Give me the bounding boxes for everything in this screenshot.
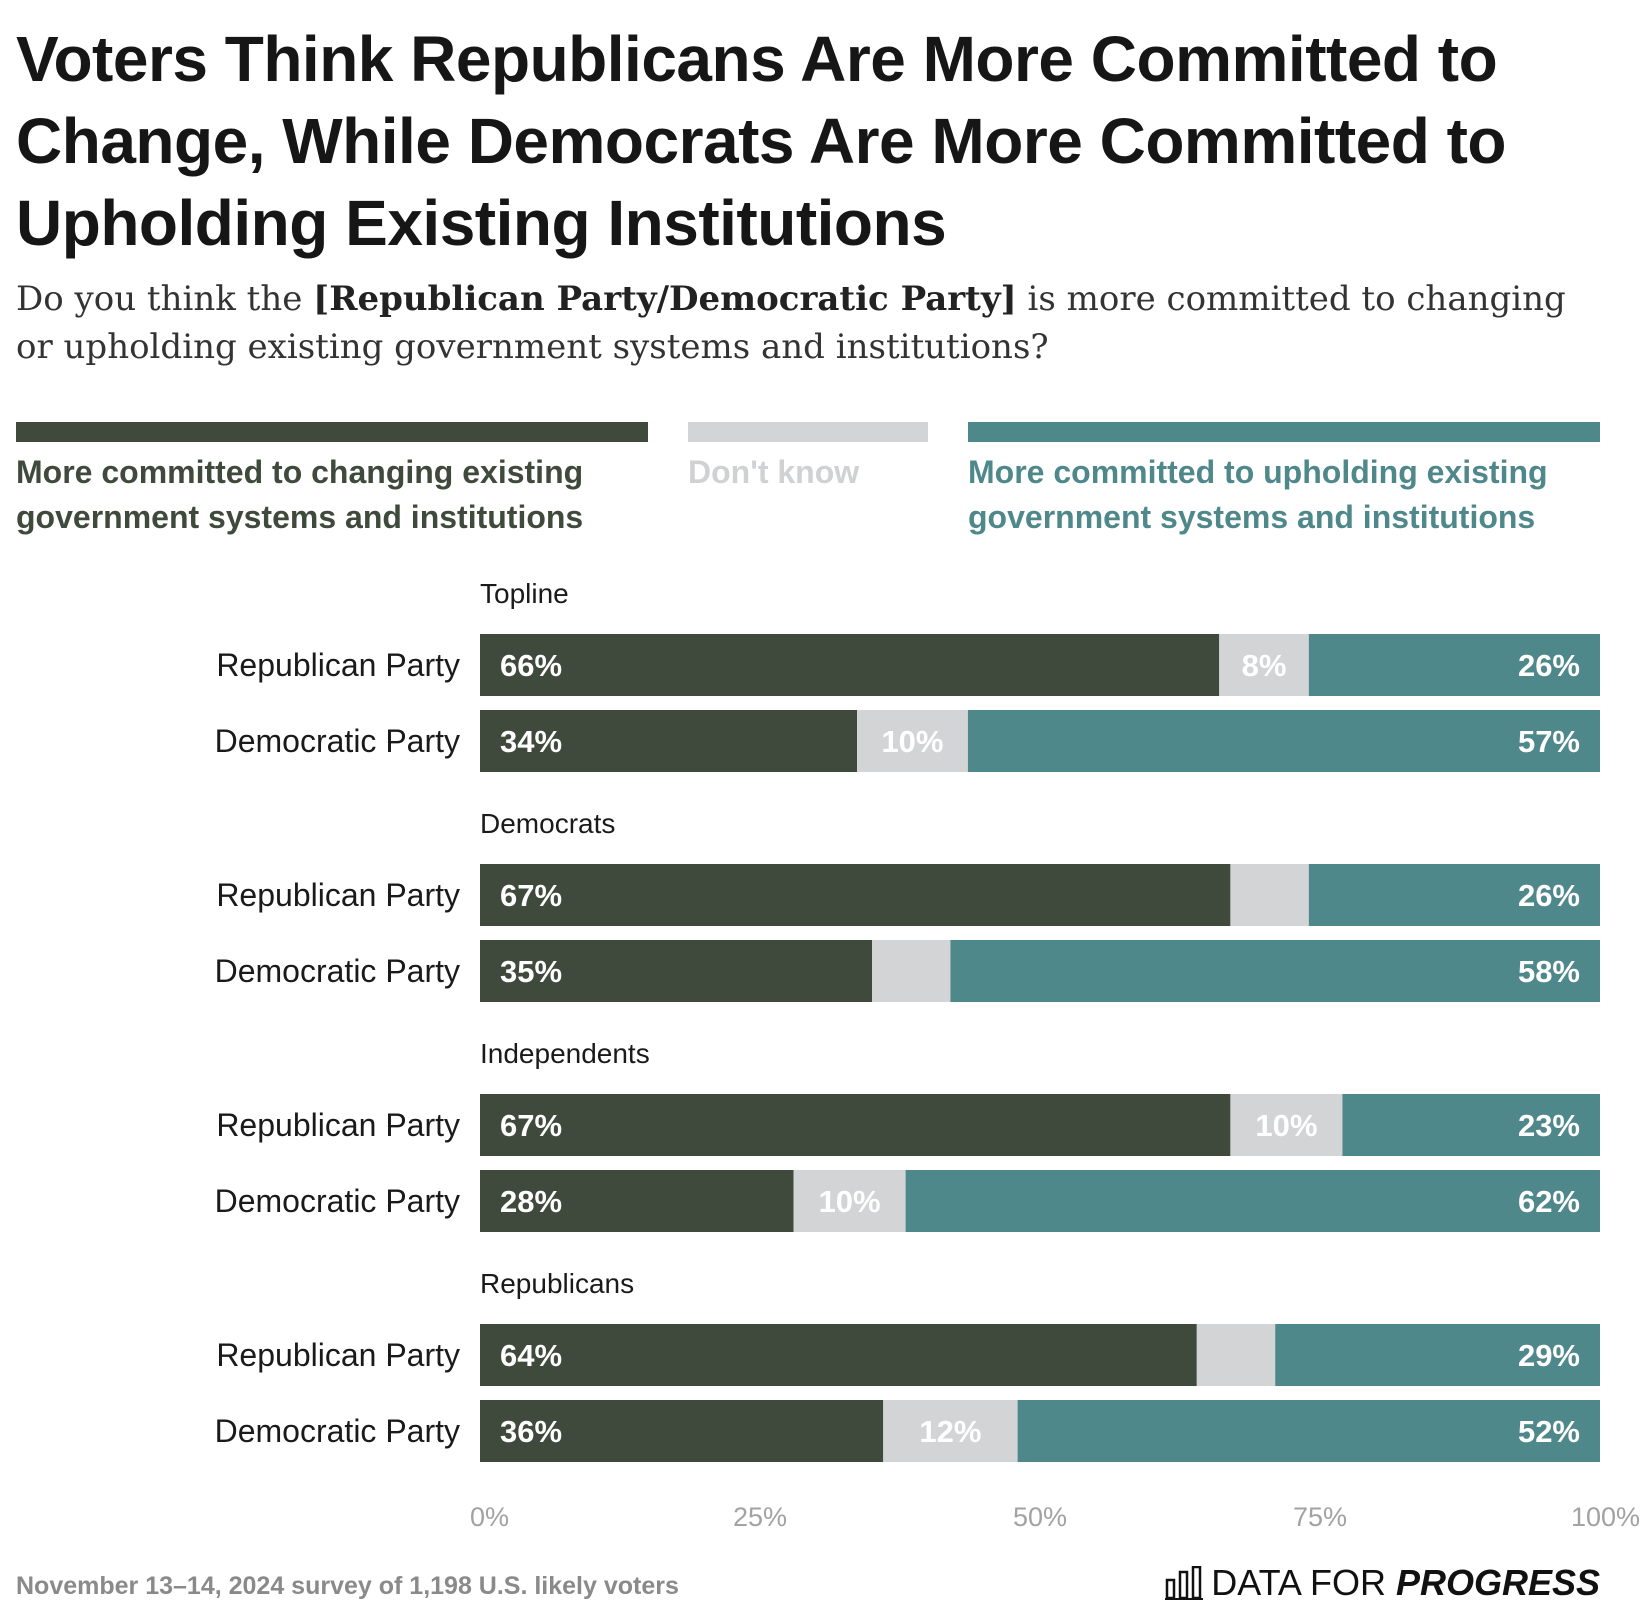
data-label: 36% (500, 1414, 562, 1449)
bar-segment-changing (480, 864, 1231, 926)
data-label: 58% (1518, 954, 1580, 989)
bar-segment-dont-know (1230, 1094, 1343, 1156)
data-label: 26% (1518, 648, 1580, 683)
bar-segment-changing (480, 940, 872, 1002)
brand-text-bold: PROGRESS (1395, 1562, 1600, 1603)
row-label: Republican Party (216, 647, 460, 683)
bar-segment-upholding (1017, 1400, 1600, 1462)
bar-segment-dont-know (872, 940, 951, 1002)
bar-segment-upholding (1308, 864, 1600, 926)
bar-segment-upholding (905, 1170, 1600, 1232)
row-label: Republican Party (216, 877, 460, 913)
group-label-democrats: Democrats (480, 808, 615, 839)
bar-segment-changing (480, 634, 1220, 696)
legend-item-changing: More committed to changing existing gove… (16, 422, 648, 540)
data-label: 28% (500, 1184, 562, 1219)
data-label: 64% (500, 1338, 562, 1373)
data-label: 10% (1255, 1108, 1317, 1143)
data-label: 12% (919, 1414, 981, 1449)
subtitle-post: is more committed to changing or upholdi… (16, 279, 1566, 367)
brand-text: DATA FOR PROGRESS (1211, 1562, 1600, 1604)
row-label: Democratic Party (215, 723, 460, 759)
x-tick-label: 50% (1013, 1502, 1067, 1532)
bar-segment-changing (480, 1400, 884, 1462)
data-label: 26% (1518, 878, 1580, 913)
legend-swatch-dont-know (688, 422, 928, 442)
legend-item-dont-know: Don't know (688, 422, 928, 495)
bar-segment-dont-know (793, 1170, 906, 1232)
subtitle-pre: Do you think the (16, 279, 314, 319)
data-label: 57% (1518, 724, 1580, 759)
data-label: 62% (1518, 1184, 1580, 1219)
x-tick-label: 75% (1293, 1502, 1347, 1532)
row-label: Democratic Party (215, 1413, 460, 1449)
bar-segment-dont-know (1219, 634, 1309, 696)
data-label: 34% (500, 724, 562, 759)
row-label: Democratic Party (215, 1183, 460, 1219)
legend-swatch-upholding (968, 422, 1600, 442)
bar-segment-changing (480, 1170, 794, 1232)
chart-title: Voters Think Republicans Are More Commit… (16, 23, 1507, 259)
brand-text-light: DATA FOR (1211, 1562, 1396, 1603)
bar-segment-changing (480, 710, 858, 772)
legend-label-dont-know: Don't know (688, 454, 860, 490)
survey-note: November 13–14, 2024 survey of 1,198 U.S… (16, 1572, 679, 1600)
x-tick-label: 100% (1571, 1502, 1640, 1532)
legend-swatch-changing (16, 422, 648, 442)
data-label: 23% (1518, 1108, 1580, 1143)
row-label: Republican Party (216, 1337, 460, 1373)
group-label-independents: Independents (480, 1038, 650, 1069)
group-label-topline: Topline (480, 578, 569, 609)
bar-segment-upholding (1308, 634, 1600, 696)
bar-segment-dont-know (1196, 1324, 1276, 1386)
bar-segment-changing (480, 1094, 1231, 1156)
x-tick-label: 0% (470, 1502, 509, 1532)
data-label: 67% (500, 878, 562, 913)
data-label: 10% (819, 1184, 881, 1219)
group-label-republicans: Republicans (480, 1268, 634, 1299)
row-label: Republican Party (216, 1107, 460, 1143)
data-label: 10% (881, 724, 943, 759)
bar-segment-dont-know (883, 1400, 1018, 1462)
legend-label-changing: More committed to changing existing gove… (16, 454, 584, 535)
legend-label-upholding: More committed to upholding existing gov… (968, 454, 1548, 535)
data-label: 52% (1518, 1414, 1580, 1449)
bar-segment-changing (480, 1324, 1197, 1386)
row-label: Democratic Party (215, 953, 460, 989)
data-label: 66% (500, 648, 562, 683)
legend-item-upholding: More committed to upholding existing gov… (968, 422, 1600, 540)
bar-segment-dont-know (857, 710, 968, 772)
bar-segment-upholding (1342, 1094, 1600, 1156)
subtitle-bold: [Republican Party/Democratic Party] (313, 279, 1017, 319)
data-label: 67% (500, 1108, 562, 1143)
stacked-bar-chart: Topline Republican Party 66% 8% 26% Democrati… (215, 578, 1640, 1532)
x-tick-label: 25% (733, 1502, 787, 1532)
bar-segment-dont-know (1230, 864, 1309, 926)
brand-logo: DATA FOR PROGRESS (1165, 1562, 1600, 1604)
data-label: 35% (500, 954, 562, 989)
chart-subtitle: Do you think the [Republican Party/Democ… (16, 275, 1576, 371)
bar-segment-upholding (1275, 1324, 1600, 1386)
bar-chart-logo-icon (1165, 1566, 1204, 1600)
bar-segment-upholding (967, 710, 1600, 772)
data-label: 29% (1518, 1338, 1580, 1373)
data-label: 8% (1242, 648, 1287, 683)
bar-segment-upholding (950, 940, 1600, 1002)
